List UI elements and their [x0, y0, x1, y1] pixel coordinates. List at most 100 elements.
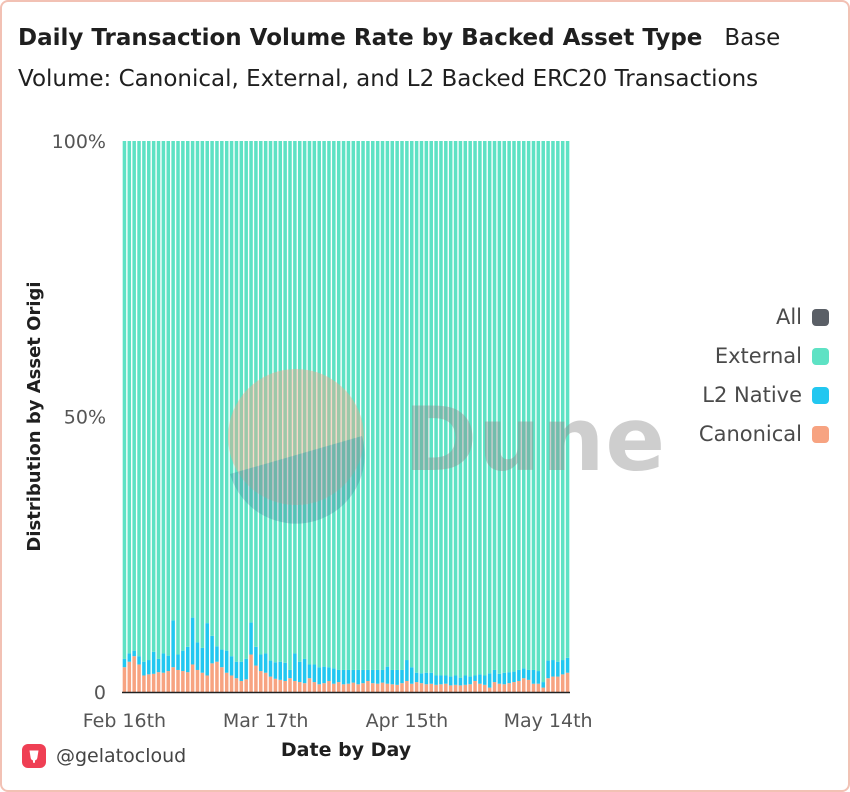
bar-external[interactable] — [122, 141, 127, 659]
bar-canonical[interactable] — [409, 683, 414, 692]
bar-external[interactable] — [541, 141, 545, 683]
bar-canonical[interactable] — [293, 680, 297, 692]
bar-external[interactable] — [531, 141, 536, 670]
bar-external[interactable] — [132, 141, 136, 651]
bar-external[interactable] — [341, 141, 346, 670]
bar-canonical[interactable] — [341, 684, 346, 692]
bar-external[interactable] — [244, 141, 248, 659]
bar-external[interactable] — [215, 141, 219, 647]
bar-canonical[interactable] — [551, 676, 555, 692]
bar-l2-native[interactable] — [551, 660, 555, 677]
bar-canonical[interactable] — [419, 683, 424, 692]
bar-external[interactable] — [151, 141, 156, 652]
bar-l2-native[interactable] — [307, 664, 312, 679]
bar-external[interactable] — [137, 141, 141, 657]
bar-external[interactable] — [259, 141, 263, 655]
bar-canonical[interactable] — [541, 687, 545, 692]
bar-l2-native[interactable] — [176, 654, 180, 670]
bar-l2-native[interactable] — [478, 674, 482, 684]
bar-l2-native[interactable] — [346, 669, 351, 684]
bar-external[interactable] — [268, 141, 273, 661]
bar-external[interactable] — [322, 141, 326, 667]
bar-l2-native[interactable] — [497, 673, 502, 684]
bar-external[interactable] — [380, 141, 385, 670]
bar-l2-native[interactable] — [234, 661, 239, 679]
bar-l2-native[interactable] — [312, 664, 317, 683]
bar-external[interactable] — [560, 141, 565, 661]
bar-canonical[interactable] — [327, 680, 331, 692]
bar-external[interactable] — [351, 141, 356, 670]
bar-l2-native[interactable] — [210, 635, 214, 664]
bar-canonical[interactable] — [400, 683, 404, 692]
bar-external[interactable] — [171, 141, 175, 621]
bar-external[interactable] — [458, 141, 463, 678]
bar-l2-native[interactable] — [220, 649, 224, 668]
bar-canonical[interactable] — [171, 667, 175, 692]
bar-l2-native[interactable] — [278, 661, 283, 680]
bar-canonical[interactable] — [385, 683, 390, 692]
bar-l2-native[interactable] — [409, 667, 414, 684]
bar-external[interactable] — [375, 141, 380, 670]
bar-external[interactable] — [478, 141, 482, 675]
bar-l2-native[interactable] — [171, 620, 175, 668]
bar-l2-native[interactable] — [565, 657, 570, 673]
bar-external[interactable] — [142, 141, 146, 662]
bar-l2-native[interactable] — [229, 656, 234, 676]
bar-canonical[interactable] — [507, 683, 511, 692]
bar-canonical[interactable] — [151, 673, 156, 692]
bar-external[interactable] — [536, 141, 541, 672]
bar-external[interactable] — [395, 141, 399, 670]
bar-l2-native[interactable] — [375, 669, 380, 684]
bar-external[interactable] — [185, 141, 190, 647]
bar-canonical[interactable] — [283, 680, 287, 692]
bar-external[interactable] — [385, 141, 390, 667]
bar-canonical[interactable] — [439, 684, 443, 692]
bar-external[interactable] — [220, 141, 224, 650]
bar-external[interactable] — [390, 141, 395, 670]
bar-l2-native[interactable] — [190, 617, 195, 665]
bar-l2-native[interactable] — [244, 658, 248, 680]
bar-l2-native[interactable] — [385, 666, 390, 684]
bar-canonical[interactable] — [302, 683, 307, 692]
bar-l2-native[interactable] — [483, 675, 487, 685]
bar-canonical[interactable] — [444, 683, 448, 692]
bar-canonical[interactable] — [229, 675, 234, 692]
bar-canonical[interactable] — [166, 671, 171, 692]
bar-external[interactable] — [317, 141, 321, 668]
bar-external[interactable] — [273, 141, 278, 663]
bar-canonical[interactable] — [263, 672, 268, 692]
bar-external[interactable] — [556, 141, 560, 662]
bar-external[interactable] — [444, 141, 448, 676]
bar-external[interactable] — [517, 141, 521, 670]
bar-external[interactable] — [332, 141, 336, 669]
bar-l2-native[interactable] — [400, 669, 404, 684]
bar-external[interactable] — [229, 141, 234, 657]
bar-canonical[interactable] — [312, 682, 317, 692]
bar-canonical[interactable] — [297, 682, 302, 692]
bar-l2-native[interactable] — [390, 669, 395, 685]
bar-canonical[interactable] — [521, 678, 526, 692]
bar-canonical[interactable] — [254, 665, 258, 692]
bar-canonical[interactable] — [322, 683, 326, 692]
bar-l2-native[interactable] — [268, 660, 273, 677]
bar-canonical[interactable] — [536, 683, 541, 692]
bar-l2-native[interactable] — [215, 646, 219, 662]
bar-external[interactable] — [512, 141, 516, 672]
bar-l2-native[interactable] — [239, 661, 244, 681]
legend-item-canonical[interactable]: Canonical — [699, 422, 829, 446]
bar-canonical[interactable] — [147, 674, 151, 692]
bar-l2-native[interactable] — [453, 675, 458, 685]
bar-canonical[interactable] — [122, 667, 127, 692]
bar-external[interactable] — [439, 141, 443, 676]
bar-l2-native[interactable] — [380, 669, 385, 683]
bar-external[interactable] — [166, 141, 171, 656]
bar-external[interactable] — [239, 141, 244, 662]
bar-external[interactable] — [507, 141, 511, 673]
bar-canonical[interactable] — [448, 685, 453, 692]
bar-canonical[interactable] — [132, 656, 136, 692]
bar-external[interactable] — [181, 141, 185, 651]
bar-l2-native[interactable] — [444, 675, 448, 684]
bar-l2-native[interactable] — [512, 671, 516, 683]
bar-canonical[interactable] — [156, 672, 161, 692]
bar-l2-native[interactable] — [302, 658, 307, 684]
